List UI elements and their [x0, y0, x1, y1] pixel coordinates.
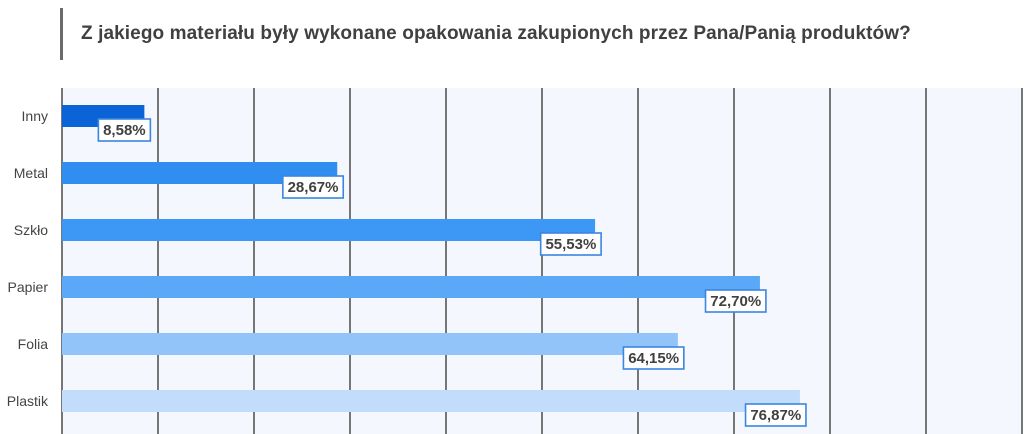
- data-label: 8,58%: [103, 122, 146, 139]
- category-label: Inny: [22, 108, 48, 124]
- data-label: 28,67%: [288, 179, 339, 196]
- bar-plastik: [62, 390, 800, 412]
- category-label: Papier: [8, 279, 49, 295]
- data-label: 72,70%: [710, 293, 761, 310]
- category-label: Metal: [14, 165, 48, 181]
- data-label: 64,15%: [628, 350, 679, 367]
- bar-szkło: [62, 219, 596, 241]
- category-label: Plastik: [7, 393, 49, 409]
- bar-papier: [62, 276, 760, 298]
- chart-title: Z jakiego materiału były wykonane opakow…: [81, 23, 911, 44]
- data-label: 76,87%: [750, 407, 801, 424]
- data-label: 55,53%: [545, 236, 596, 253]
- data-label-box: [622, 346, 685, 370]
- data-label-box: [97, 118, 152, 142]
- category-label: Folia: [18, 336, 49, 352]
- data-label-box: [282, 175, 345, 199]
- bar-folia: [62, 333, 678, 355]
- bar-metal: [62, 162, 338, 184]
- title-block: Z jakiego materiału były wykonane opakow…: [60, 8, 911, 60]
- data-label-box: [539, 232, 602, 256]
- data-label-box: [704, 289, 767, 313]
- category-label: Szkło: [14, 222, 48, 238]
- data-label-box: [744, 403, 807, 427]
